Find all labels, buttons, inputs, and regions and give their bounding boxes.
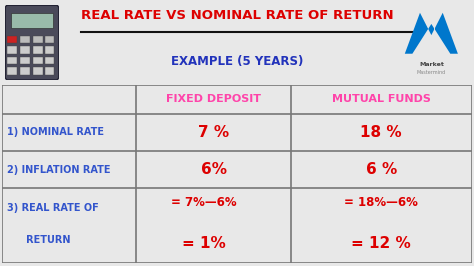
Bar xyxy=(20,57,30,64)
Bar xyxy=(20,36,30,43)
Text: Mastermind: Mastermind xyxy=(417,70,446,75)
Bar xyxy=(45,67,55,74)
Text: Market: Market xyxy=(419,63,444,67)
Text: 7 %: 7 % xyxy=(198,125,229,140)
Bar xyxy=(45,57,55,64)
Bar xyxy=(45,46,55,54)
Text: REAL RATE VS NOMINAL RATE OF RETURN: REAL RATE VS NOMINAL RATE OF RETURN xyxy=(81,9,393,22)
Text: = 12 %: = 12 % xyxy=(351,236,411,251)
Bar xyxy=(33,57,43,64)
Bar xyxy=(33,46,43,54)
Bar xyxy=(7,46,17,54)
FancyBboxPatch shape xyxy=(5,5,59,80)
Bar xyxy=(20,46,30,54)
Polygon shape xyxy=(405,13,458,54)
Text: FIXED DEPOSIT: FIXED DEPOSIT xyxy=(166,94,261,104)
Text: 2) INFLATION RATE: 2) INFLATION RATE xyxy=(7,165,110,175)
Bar xyxy=(33,36,43,43)
Bar xyxy=(7,36,17,43)
Bar xyxy=(7,57,17,64)
Text: EXAMPLE (5 YEARS): EXAMPLE (5 YEARS) xyxy=(171,55,303,68)
Text: 6 %: 6 % xyxy=(365,162,397,177)
Text: = 7%—6%: = 7%—6% xyxy=(171,196,237,209)
Text: 1) NOMINAL RATE: 1) NOMINAL RATE xyxy=(7,127,104,137)
Text: = 1%: = 1% xyxy=(182,236,226,251)
Text: 6%: 6% xyxy=(201,162,227,177)
Text: = 18%—6%: = 18%—6% xyxy=(344,196,418,209)
Text: RETURN: RETURN xyxy=(17,235,71,245)
Bar xyxy=(11,13,53,28)
Bar xyxy=(20,67,30,74)
Bar xyxy=(45,36,55,43)
Text: MUTUAL FUNDS: MUTUAL FUNDS xyxy=(332,94,431,104)
Text: 18 %: 18 % xyxy=(361,125,402,140)
Bar xyxy=(7,67,17,74)
Bar xyxy=(33,67,43,74)
Text: 3) REAL RATE OF: 3) REAL RATE OF xyxy=(7,203,99,213)
